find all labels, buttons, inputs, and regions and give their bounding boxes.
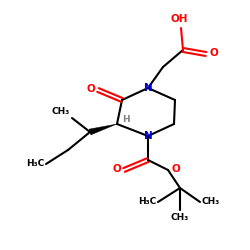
Text: O: O: [112, 164, 121, 174]
Text: O: O: [171, 164, 180, 174]
Polygon shape: [89, 124, 117, 135]
Text: CH₃: CH₃: [171, 213, 189, 222]
Text: CH₃: CH₃: [52, 107, 70, 116]
Text: OH: OH: [170, 14, 188, 24]
Text: N: N: [144, 83, 152, 93]
Text: CH₃: CH₃: [202, 198, 220, 206]
Text: N: N: [144, 131, 152, 141]
Text: O: O: [86, 84, 95, 94]
Text: H₃C: H₃C: [26, 158, 44, 168]
Text: H: H: [122, 116, 130, 124]
Text: O: O: [210, 48, 219, 58]
Text: H₃C: H₃C: [138, 198, 156, 206]
